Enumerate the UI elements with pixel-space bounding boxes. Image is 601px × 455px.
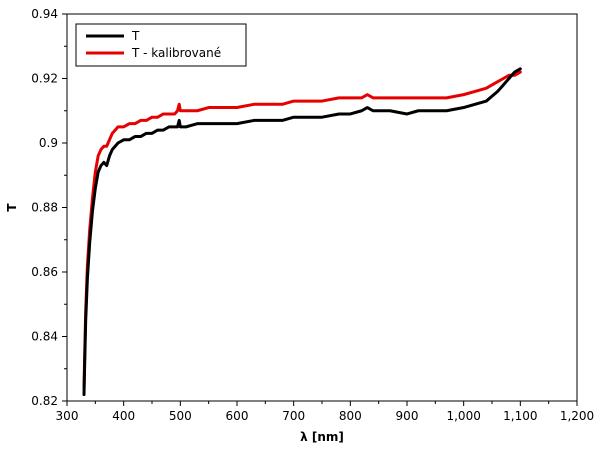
x-tick-label: 700 (282, 409, 305, 423)
x-tick-label: 300 (56, 409, 79, 423)
y-tick-label: 0.84 (31, 330, 58, 344)
x-tick-label: 600 (226, 409, 249, 423)
x-axis-title: λ [nm] (300, 430, 344, 444)
x-tick-label: 500 (169, 409, 192, 423)
y-axis: 0.82 0.84 0.86 0.88 0.9 0.92 0.94 (31, 7, 67, 408)
legend-label-t-kalibrovane: T - kalibrované (131, 46, 221, 60)
y-tick-label: 0.9 (39, 136, 58, 150)
y-tick-label: 0.86 (31, 265, 58, 279)
legend-label-t: T (131, 29, 140, 43)
x-tick-label: 400 (112, 409, 135, 423)
x-tick-label: 900 (396, 409, 419, 423)
legend-box (75, 23, 247, 67)
series-line-t-kalibrovane (82, 70, 522, 390)
legend: T T - kalibrované (75, 23, 247, 67)
y-tick-label: 0.82 (31, 394, 58, 408)
x-tick-label: 1,200 (560, 409, 594, 423)
x-tick-label: 1,100 (503, 409, 537, 423)
y-axis-title: T (5, 203, 19, 212)
plot-frame (66, 13, 578, 402)
y-tick-label: 0.92 (31, 72, 58, 86)
plot-border (66, 13, 578, 402)
series-layer (82, 67, 522, 397)
x-axis: 300 400 500 600 700 800 900 1,000 1,100 1,200 (56, 401, 594, 423)
x-tick-label: 800 (339, 409, 362, 423)
x-tick-label: 1,000 (446, 409, 480, 423)
y-tick-label: 0.88 (31, 201, 58, 215)
y-tick-label: 0.94 (31, 7, 58, 21)
series-line-t (82, 67, 522, 397)
